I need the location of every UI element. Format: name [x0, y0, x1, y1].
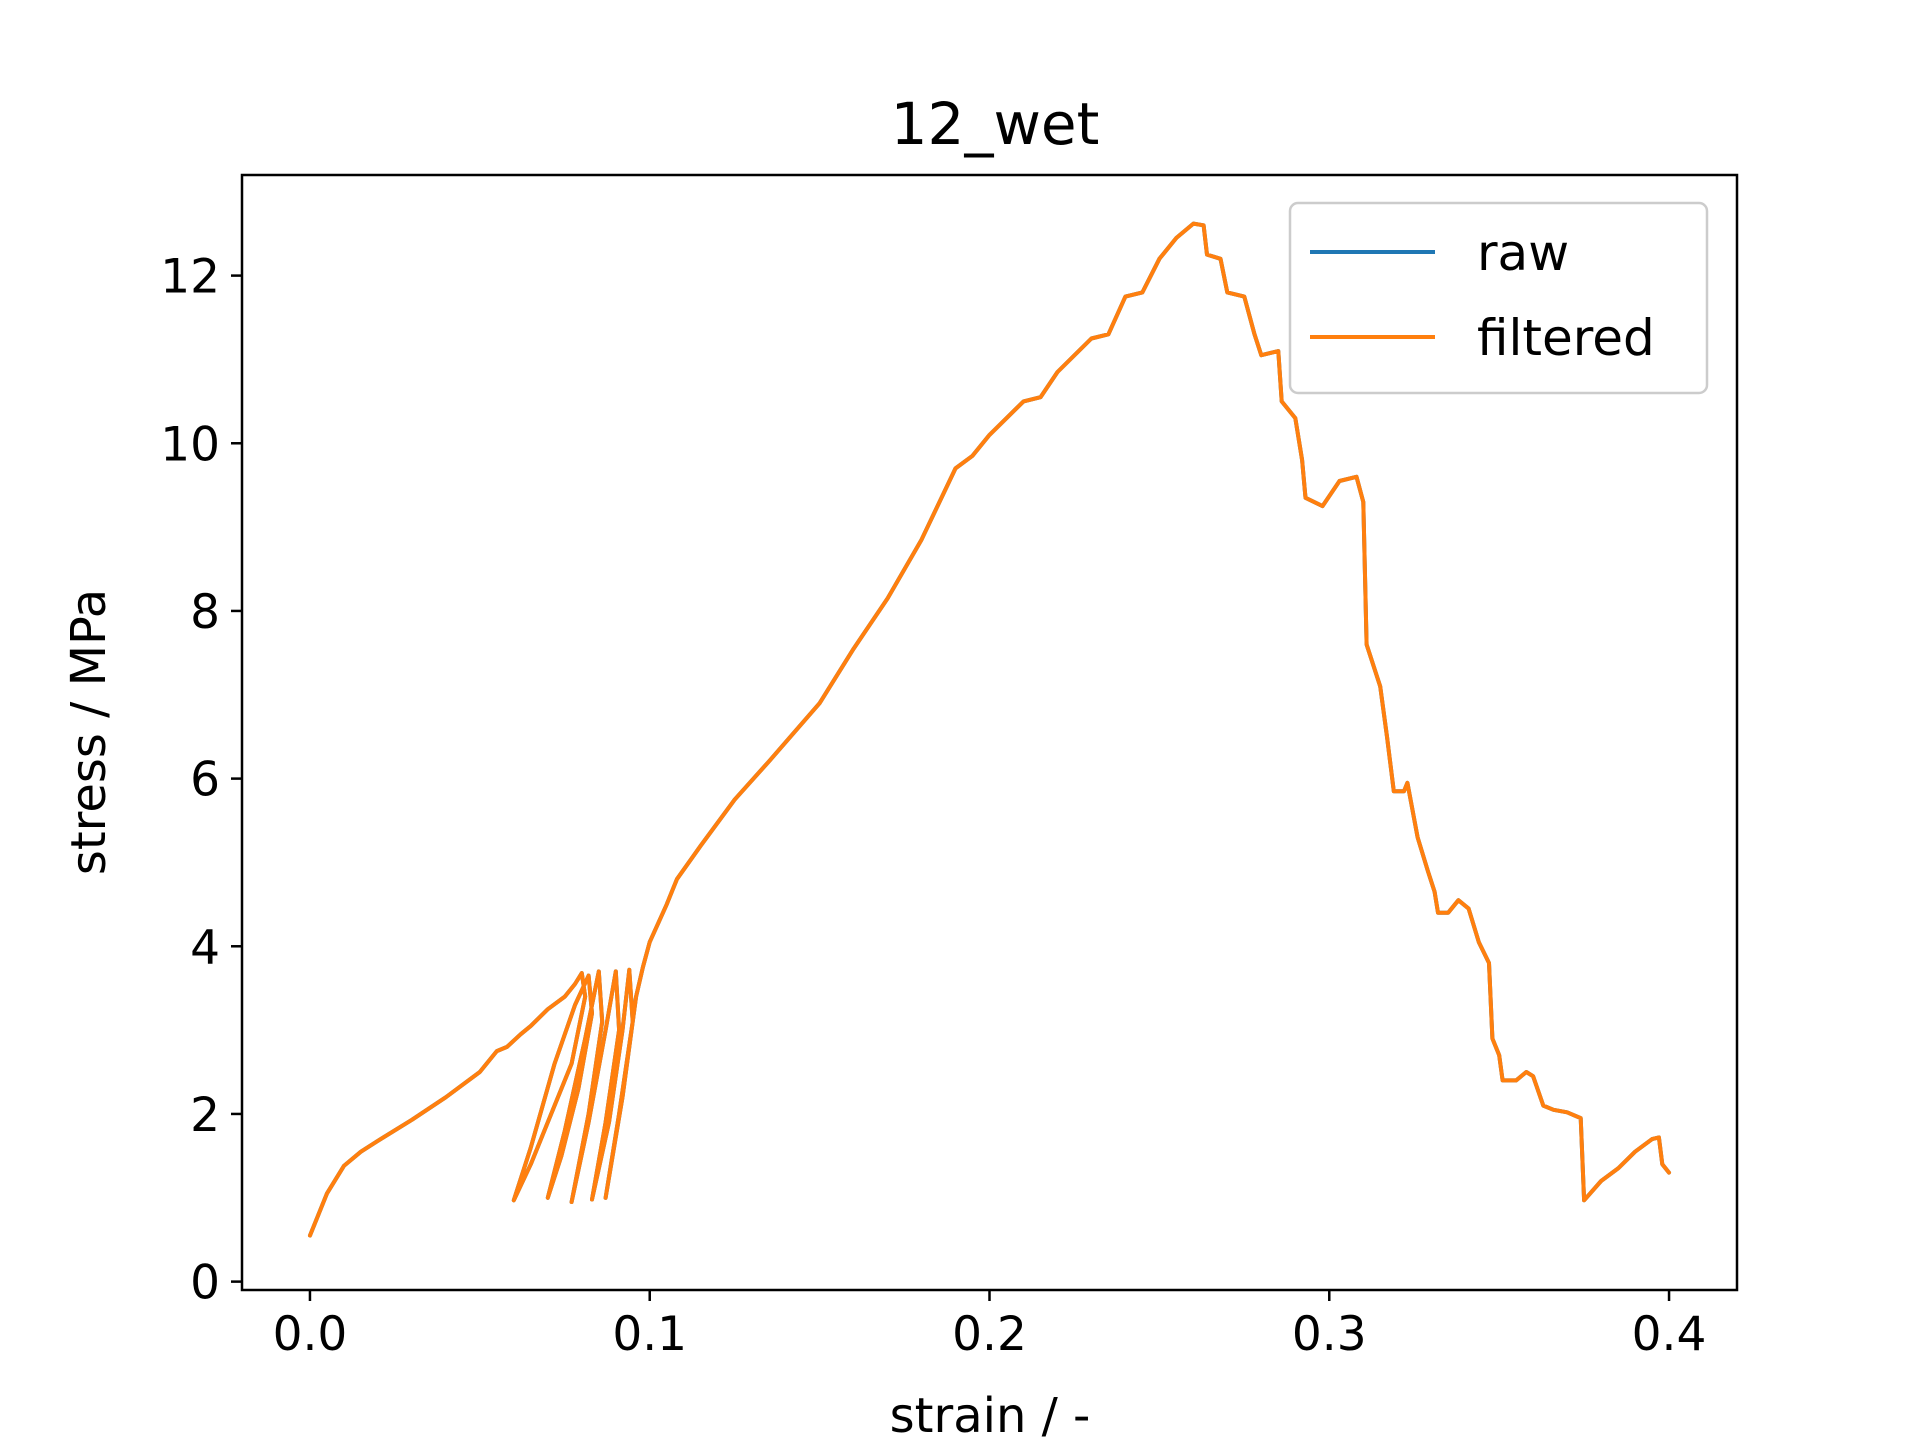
chart-title: 12_wet	[891, 90, 1100, 158]
x-tick-label: 0.0	[273, 1307, 348, 1362]
x-axis-label: strain / -	[890, 1388, 1091, 1440]
x-tick-label: 0.1	[612, 1307, 687, 1362]
y-tick-label: 6	[190, 753, 220, 808]
legend-label-raw: raw	[1477, 224, 1569, 282]
x-tick-label: 0.4	[1632, 1307, 1707, 1362]
y-tick-label: 0	[190, 1256, 220, 1311]
y-axis-ticks: 0 2 4 6 8 10 12	[160, 250, 242, 1311]
y-tick-label: 2	[190, 1088, 220, 1143]
legend: raw filtered	[1288, 201, 1709, 395]
series-line-filtered	[308, 221, 1671, 1238]
y-tick-label: 10	[160, 417, 220, 472]
legend-label-filtered: filtered	[1477, 309, 1655, 367]
x-axis-ticks: 0.0 0.1 0.2 0.3 0.4	[273, 1290, 1707, 1362]
y-tick-label: 4	[190, 920, 220, 975]
x-tick-label: 0.2	[952, 1307, 1027, 1362]
y-tick-label: 8	[190, 585, 220, 640]
x-tick-label: 0.3	[1292, 1307, 1367, 1362]
y-axis-label: stress / MPa	[61, 589, 117, 875]
y-tick-label: 12	[160, 250, 220, 305]
series-layer	[308, 221, 1671, 1238]
